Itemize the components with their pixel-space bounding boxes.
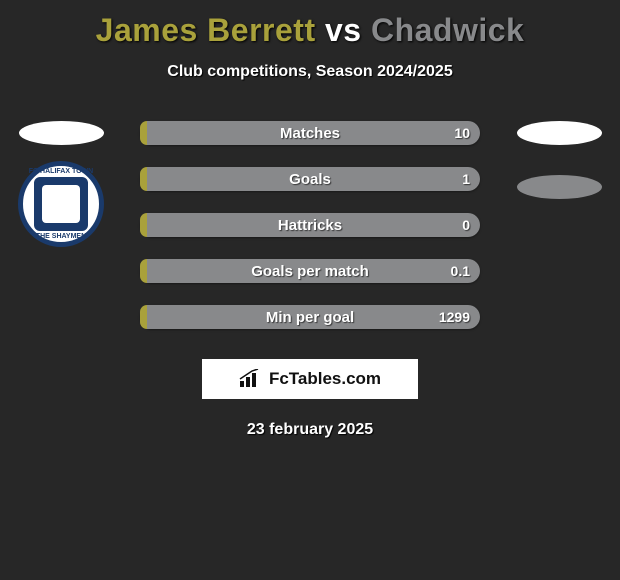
stat-bar: Goals 1 [140,167,480,191]
comparison-title: James Berrett vs Chadwick [0,0,620,49]
bar-label: Goals per match [251,263,369,280]
bar-fill-left [140,121,147,145]
stat-bar: Hattricks 0 [140,213,480,237]
player1-name: James Berrett [96,12,316,48]
badge-text-top: FC HALIFAX TOWN [23,168,99,175]
player2-oval-1 [517,121,602,145]
bar-value-right: 1 [462,171,470,187]
bar-label: Matches [280,125,340,142]
bar-label: Min per goal [266,309,354,326]
bar-value-right: 0 [462,217,470,233]
player1-oval [19,121,104,145]
badge-text-bottom: THE SHAYMEN [23,233,99,240]
bar-label: Goals [289,171,331,188]
player1-side: FC HALIFAX TOWN THE SHAYMEN [18,121,104,247]
bar-value-right: 10 [454,125,470,141]
fctables-logo: FcTables.com [202,359,418,399]
bar-chart-icon [239,369,263,389]
bar-fill-left [140,213,147,237]
stat-bar: Matches 10 [140,121,480,145]
player2-oval-2 [517,175,602,199]
club-badge-halifax: FC HALIFAX TOWN THE SHAYMEN [18,161,104,247]
stat-bar: Goals per match 0.1 [140,259,480,283]
badge-shield-icon [34,177,88,231]
player2-name: Chadwick [371,12,524,48]
stat-bar: Min per goal 1299 [140,305,480,329]
vs-text: vs [325,12,362,48]
bar-fill-left [140,305,147,329]
comparison-content: FC HALIFAX TOWN THE SHAYMEN Matches10Goa… [0,121,620,329]
stat-bars: Matches 10 Goals 1 Hattricks 0 Goals per match… [140,121,480,329]
bar-fill-left [140,167,147,191]
season-subtitle: Club competitions, Season 2024/2025 [0,63,620,81]
snapshot-date: 23 february 2025 [0,421,620,439]
bar-value-right: 1299 [439,309,470,325]
player2-side [517,121,602,211]
fctables-text: FcTables.com [269,369,381,389]
bar-label: Hattricks [278,217,342,234]
bar-fill-left [140,259,147,283]
bar-value-right: 0.1 [451,263,470,279]
